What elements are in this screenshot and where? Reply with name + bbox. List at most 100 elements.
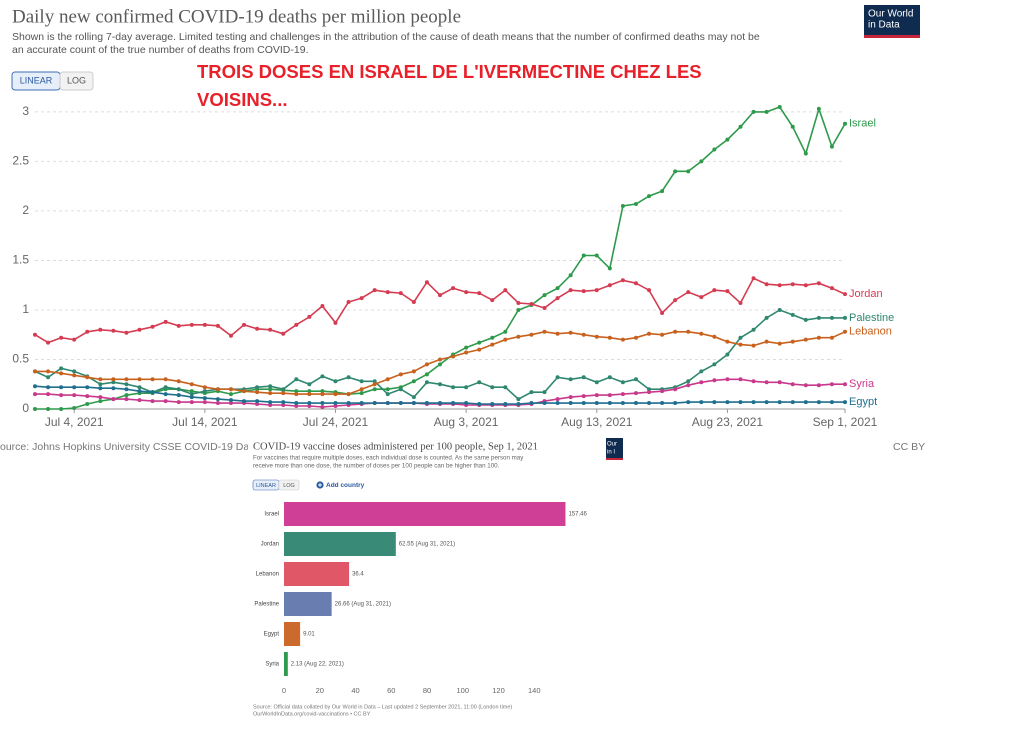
y-tick-label: 0 bbox=[22, 401, 29, 415]
point bbox=[673, 387, 678, 392]
category-label: Palestine bbox=[254, 602, 279, 608]
point bbox=[790, 400, 795, 405]
point bbox=[333, 392, 338, 397]
toggle-button[interactable] bbox=[278, 479, 300, 491]
series-label[interactable]: Syria bbox=[849, 378, 875, 390]
x-tick-label: Aug 13, 2021 bbox=[561, 415, 633, 429]
point bbox=[294, 322, 299, 327]
point bbox=[176, 400, 181, 405]
point bbox=[398, 291, 403, 296]
point bbox=[202, 400, 207, 405]
point bbox=[620, 380, 625, 385]
point bbox=[294, 401, 299, 406]
point bbox=[98, 377, 103, 382]
point bbox=[699, 369, 704, 374]
x-tick-label: 0 bbox=[282, 686, 286, 695]
point bbox=[686, 400, 691, 405]
point bbox=[163, 392, 168, 397]
series-label[interactable]: Egypt bbox=[849, 396, 877, 408]
x-tick-label: Aug 23, 2021 bbox=[692, 415, 764, 429]
x-tick-label: 100 bbox=[456, 686, 469, 695]
point bbox=[751, 400, 756, 405]
toggle-label[interactable]: LINEAR bbox=[20, 75, 53, 85]
point bbox=[490, 385, 495, 390]
point bbox=[568, 288, 573, 293]
x-tick-label: Sep 1, 2021 bbox=[813, 415, 878, 429]
point bbox=[111, 380, 116, 385]
point bbox=[699, 295, 704, 300]
point bbox=[268, 387, 273, 392]
point bbox=[215, 397, 220, 402]
point bbox=[738, 400, 743, 405]
point bbox=[385, 290, 390, 295]
point bbox=[568, 377, 573, 382]
point bbox=[46, 392, 51, 397]
toggle-label[interactable]: LOG bbox=[67, 75, 86, 85]
point bbox=[294, 377, 299, 382]
point bbox=[699, 159, 704, 164]
point bbox=[581, 332, 586, 337]
annotation: TROIS DOSES EN ISRAEL DE L'IVERMECTINE C… bbox=[197, 61, 702, 82]
series-label[interactable]: Palestine bbox=[849, 312, 894, 324]
point bbox=[320, 389, 325, 394]
toggle-label[interactable]: LINEAR bbox=[256, 483, 276, 489]
point bbox=[59, 366, 64, 371]
add-country-button[interactable]: Add country bbox=[326, 482, 365, 489]
point bbox=[568, 395, 573, 400]
point bbox=[777, 380, 782, 385]
point bbox=[98, 395, 103, 400]
add-icon-plus[interactable] bbox=[318, 483, 322, 487]
category-label: Israel bbox=[264, 512, 279, 518]
point bbox=[372, 379, 377, 384]
point bbox=[255, 390, 260, 395]
point bbox=[98, 386, 103, 391]
point bbox=[85, 329, 90, 334]
point bbox=[816, 106, 821, 111]
point bbox=[150, 324, 155, 329]
point bbox=[712, 362, 717, 367]
series-label[interactable]: Israel bbox=[849, 118, 876, 130]
toggle-button[interactable] bbox=[59, 71, 94, 91]
point bbox=[307, 314, 312, 319]
point bbox=[803, 283, 808, 288]
bar bbox=[284, 622, 301, 646]
point bbox=[751, 379, 756, 384]
point bbox=[228, 333, 233, 338]
point bbox=[72, 373, 77, 378]
point bbox=[725, 352, 730, 357]
point bbox=[464, 350, 469, 355]
value-label: 9.01 bbox=[303, 632, 315, 638]
point bbox=[555, 331, 560, 336]
series-label[interactable]: Lebanon bbox=[849, 326, 892, 338]
point bbox=[738, 342, 743, 347]
value-label: 157.46 bbox=[568, 512, 587, 518]
point bbox=[686, 383, 691, 388]
y-tick-label: 0.5 bbox=[12, 352, 29, 366]
point bbox=[333, 404, 338, 409]
series-label[interactable]: Jordan bbox=[849, 288, 883, 300]
point bbox=[829, 315, 834, 320]
point bbox=[686, 290, 691, 295]
point bbox=[294, 389, 299, 394]
point bbox=[725, 137, 730, 142]
point bbox=[699, 380, 704, 385]
point bbox=[320, 401, 325, 406]
point bbox=[268, 400, 273, 405]
toggle-label[interactable]: LOG bbox=[283, 483, 295, 489]
point bbox=[320, 405, 325, 410]
point bbox=[503, 329, 508, 334]
point bbox=[385, 377, 390, 382]
point bbox=[777, 283, 782, 288]
point bbox=[72, 385, 77, 390]
point bbox=[202, 385, 207, 390]
logo-box bbox=[864, 5, 920, 38]
point bbox=[764, 315, 769, 320]
point bbox=[242, 389, 247, 394]
point bbox=[790, 124, 795, 129]
point bbox=[372, 387, 377, 392]
value-label: 62.55 (Aug 31, 2021) bbox=[399, 542, 455, 548]
point bbox=[333, 320, 338, 325]
point bbox=[202, 396, 207, 401]
point bbox=[59, 335, 64, 340]
x-tick-label: 120 bbox=[492, 686, 505, 695]
